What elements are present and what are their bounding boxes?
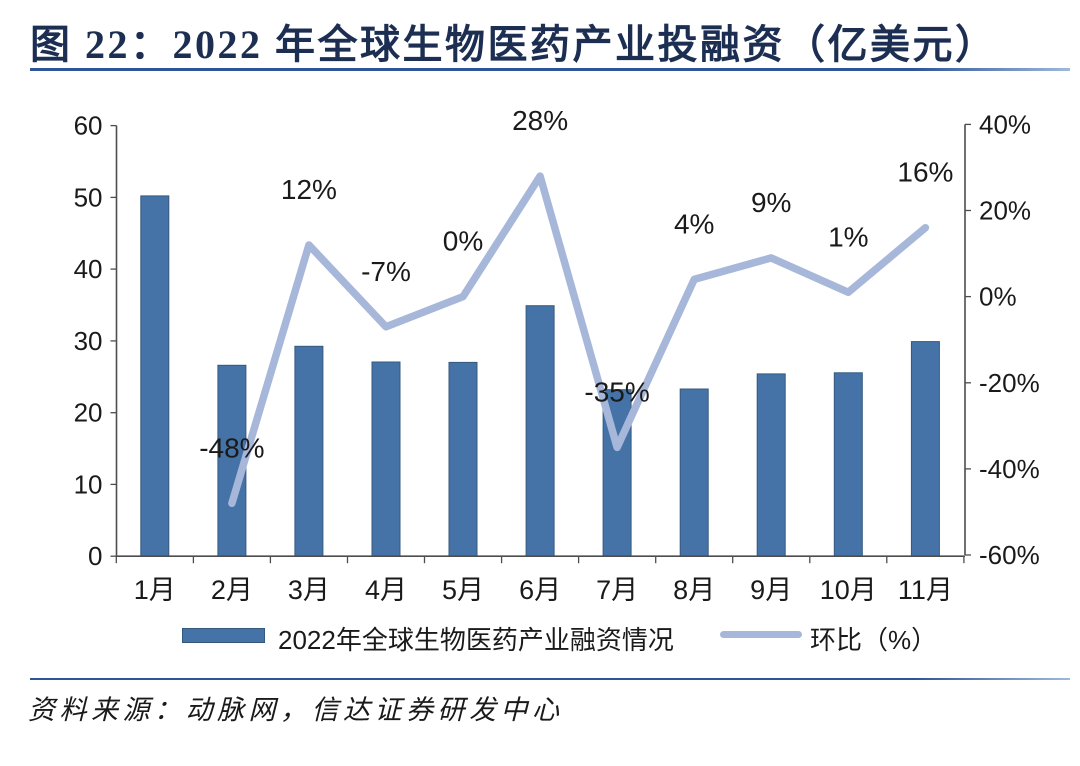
svg-text:20%: 20%: [979, 196, 1031, 226]
svg-text:30: 30: [74, 326, 103, 356]
svg-text:1月: 1月: [134, 575, 176, 605]
svg-text:1%: 1%: [828, 221, 868, 252]
svg-text:16%: 16%: [897, 157, 953, 188]
svg-text:7月: 7月: [596, 575, 638, 605]
svg-text:20: 20: [74, 398, 103, 428]
svg-text:50: 50: [74, 182, 103, 212]
svg-text:0%: 0%: [443, 226, 483, 257]
svg-text:-20%: -20%: [979, 368, 1040, 398]
svg-text:6月: 6月: [519, 575, 561, 605]
svg-text:60: 60: [74, 111, 103, 141]
svg-text:8月: 8月: [673, 575, 715, 605]
svg-text:9月: 9月: [750, 575, 792, 605]
svg-text:-60%: -60%: [979, 540, 1040, 570]
svg-text:28%: 28%: [512, 105, 568, 136]
svg-text:-40%: -40%: [979, 454, 1040, 484]
svg-text:-35%: -35%: [584, 376, 649, 407]
svg-text:4%: 4%: [674, 208, 714, 239]
svg-text:10月: 10月: [820, 575, 877, 605]
svg-text:10: 10: [74, 469, 103, 499]
svg-text:0: 0: [88, 541, 102, 571]
svg-text:2月: 2月: [211, 575, 253, 605]
svg-text:40%: 40%: [979, 109, 1031, 139]
svg-text:11月: 11月: [898, 575, 953, 605]
svg-text:9%: 9%: [751, 187, 791, 218]
svg-text:4月: 4月: [365, 575, 407, 605]
svg-text:3月: 3月: [288, 575, 330, 605]
svg-text:-7%: -7%: [361, 256, 411, 287]
svg-text:-48%: -48%: [199, 432, 264, 463]
svg-text:12%: 12%: [281, 174, 337, 205]
svg-text:5月: 5月: [442, 575, 484, 605]
svg-text:0%: 0%: [979, 282, 1017, 312]
svg-text:40: 40: [74, 254, 103, 284]
